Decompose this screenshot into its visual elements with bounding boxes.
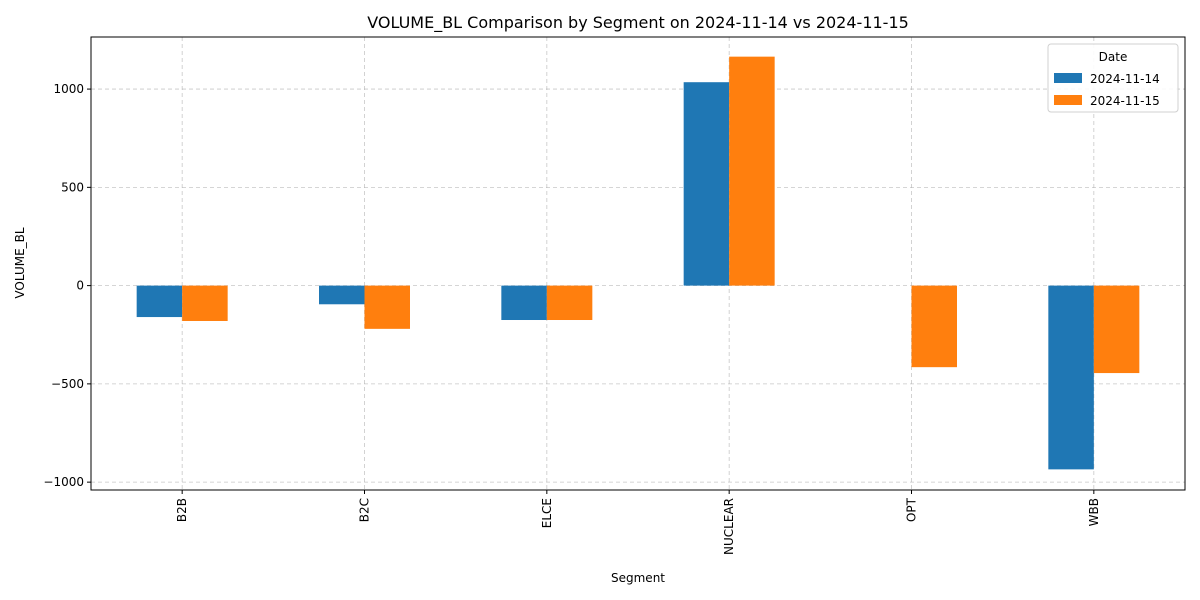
legend-title: Date	[1099, 50, 1128, 64]
legend-item-label: 2024-11-15	[1090, 94, 1160, 108]
bar	[729, 56, 775, 286]
bar	[319, 285, 365, 305]
y-tick-label: 500	[61, 180, 84, 194]
legend-swatch	[1054, 73, 1082, 83]
x-axis-label: Segment	[611, 571, 665, 585]
bars	[136, 56, 1140, 470]
bar	[546, 285, 593, 321]
y-tick-label: 0	[76, 279, 84, 293]
legend-swatch	[1054, 95, 1082, 105]
x-tick-label: ELCE	[540, 498, 554, 528]
x-tick-label: B2C	[358, 498, 372, 522]
bar	[1048, 285, 1094, 470]
x-tick-label: NUCLEAR	[722, 498, 736, 555]
y-tick-label: −1000	[43, 475, 84, 489]
legend: Date 2024-11-14 2024-11-15	[1047, 43, 1179, 113]
x-tick-label: OPT	[905, 497, 919, 522]
chart-title: VOLUME_BL Comparison by Segment on 2024-…	[367, 13, 909, 33]
bar	[501, 285, 547, 321]
bar	[911, 285, 957, 368]
bar	[683, 82, 730, 286]
grid	[91, 37, 1185, 490]
x-tick-label: WBB	[1087, 498, 1101, 526]
y-axis: −1000 −500 0 500 1000	[43, 82, 91, 489]
x-tick-label: B2B	[175, 498, 189, 522]
bar	[136, 285, 183, 318]
plot-frame	[90, 36, 1186, 491]
y-tick-label: 1000	[53, 82, 84, 96]
y-tick-label: −500	[51, 377, 84, 391]
x-axis: B2B B2C ELCE NUCLEAR OPT WBB	[175, 490, 1101, 555]
legend-item-label: 2024-11-14	[1090, 72, 1160, 86]
bar	[182, 285, 228, 321]
bar	[364, 285, 410, 329]
bar	[1093, 285, 1140, 374]
y-axis-label: VOLUME_BL	[13, 227, 27, 298]
